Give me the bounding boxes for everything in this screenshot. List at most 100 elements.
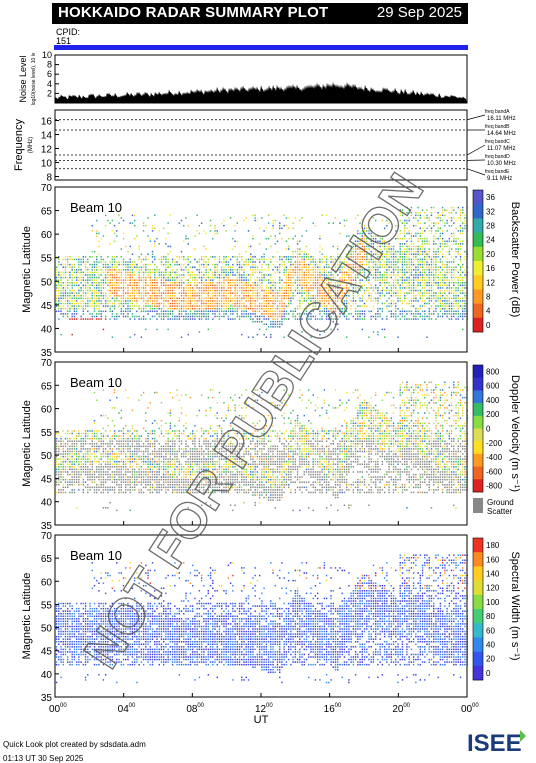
ut-x-tick-label: 16 <box>324 704 336 715</box>
colorbar-segment <box>473 317 483 333</box>
noise-y-tick-label: 8 <box>47 60 52 70</box>
colorbar-segment <box>473 275 483 290</box>
lat-y-tick-label: 65 <box>41 554 53 565</box>
ground-scatter-swatch <box>473 498 483 513</box>
colorbar-tick-label: 800 <box>486 367 500 376</box>
frequency-band-name: freq bandE <box>485 169 510 175</box>
ground-scatter-label-2: Scatter <box>487 507 513 516</box>
lat-y-tick-label: 55 <box>41 600 53 611</box>
ut-x-tick-sup: 00 <box>129 703 136 709</box>
noise-y-axis-sublabel: log10(noise level), 10 lv <box>31 52 37 105</box>
colorbar-tick-label: 60 <box>486 626 495 635</box>
colorbar-tick-label: 600 <box>486 382 500 391</box>
frequency-band-name: freq bandC <box>485 139 510 145</box>
cpid-block: CPID: 151 <box>56 28 80 46</box>
lat-y-tick-label: 70 <box>41 183 53 194</box>
colorbar-segment <box>473 289 483 304</box>
frequency-y-axis-label: Frequency <box>13 119 25 171</box>
frequency-band-value: 16.11 MHz <box>487 116 516 122</box>
heatmap-cells-width <box>55 554 468 684</box>
colorbar-tick-label: 0 <box>486 425 491 434</box>
ut-x-tick-sup: 00 <box>403 703 410 709</box>
footer-created: Quick Look plot created by sdsdata.adm <box>3 740 146 749</box>
ut-x-tick-label: 04 <box>118 704 130 715</box>
ut-x-tick-sup: 00 <box>60 703 67 709</box>
colorbar-axis-label: Doppler Velocity (m s⁻¹) <box>509 375 521 492</box>
cpid-value: 151 <box>56 36 72 46</box>
lat-y-tick-label: 40 <box>41 498 53 509</box>
colorbar-segment <box>473 415 483 429</box>
frequency-band-value: 14.64 MHz <box>487 131 516 137</box>
colorbar-tick-label: 20 <box>486 655 495 664</box>
ut-x-tick-sup: 00 <box>266 703 273 709</box>
colorbar-axis-label: Backscatter Power (dB) <box>509 202 521 318</box>
colorbar-segment <box>473 552 483 567</box>
colorbar-tick-label: 80 <box>486 612 495 621</box>
frequency-y-axis-unit: (MHz) <box>28 137 34 153</box>
colorbar-frame <box>472 537 484 681</box>
colorbar-tick-label: -200 <box>486 439 503 448</box>
lat-y-tick-label: 45 <box>41 474 53 485</box>
lat-y-tick-label: 60 <box>41 577 53 588</box>
lat-y-tick-label: 55 <box>41 428 53 439</box>
colorbar-tick-label: 12 <box>486 278 495 287</box>
lat-y-tick-label: 35 <box>41 521 53 532</box>
lat-y-tick-label: 70 <box>41 531 53 542</box>
noise-y-tick-label: 10 <box>42 50 52 60</box>
ut-x-tick-label: 00 <box>49 704 61 715</box>
colorbar-tick-label: 28 <box>486 222 495 231</box>
colorbar-segment <box>473 453 483 467</box>
colorbar-segment <box>473 466 483 480</box>
colorbar-segment <box>473 594 483 610</box>
colorbar-tick-label: -800 <box>486 482 503 491</box>
frequency-y-tick-label: 14 <box>41 131 53 142</box>
colorbar-segment <box>473 428 483 442</box>
heatmap-cells-power <box>55 206 468 338</box>
colorbar-tick-label: 140 <box>486 570 500 579</box>
colorbar-tick-label: 24 <box>486 236 495 245</box>
colorbar-segment <box>473 190 483 205</box>
isee-logo: ISEE <box>467 730 526 757</box>
lat-y-axis-label: Magnetic Latitude <box>21 400 33 487</box>
colorbar-segment <box>473 232 483 248</box>
colorbar-tick-label: -400 <box>486 453 503 462</box>
colorbar-segment <box>473 261 483 276</box>
colorbar-tick-label: 8 <box>486 293 491 302</box>
colorbar-segment <box>473 377 483 391</box>
frequency-y-tick-label: 8 <box>46 173 52 184</box>
lat-y-tick-label: 65 <box>41 381 53 392</box>
colorbar-segment <box>473 665 483 681</box>
lat-y-tick-label: 45 <box>41 647 53 658</box>
frequency-band-leader <box>466 144 486 156</box>
frequency-band-value: 11.07 MHz <box>487 146 516 152</box>
colorbar-tick-label: -600 <box>486 467 503 476</box>
lat-y-tick-label: 40 <box>41 670 53 681</box>
frequency-y-tick-label: 16 <box>41 117 53 128</box>
heatmap-cells-velocity <box>55 381 468 512</box>
frequency-band-leader <box>466 168 486 176</box>
colorbar-tick-label: 100 <box>486 598 500 607</box>
plot-title: HOKKAIDO RADAR SUMMARY PLOT <box>58 4 329 21</box>
colorbar-axis-label: Spectral Width (m s⁻¹) <box>509 551 521 660</box>
colorbar-segment <box>473 580 483 596</box>
lat-y-tick-label: 40 <box>41 324 53 335</box>
noise-level-area <box>55 81 467 103</box>
colorbar-tick-label: 4 <box>486 307 491 316</box>
colorbar-tick-label: 20 <box>486 250 495 259</box>
beam-label: Beam 10 <box>70 375 122 390</box>
colorbar-segment <box>473 218 483 233</box>
colorbar-segment <box>473 204 483 219</box>
footer-timestamp: 01:13 UT 30 Sep 2025 <box>3 754 84 763</box>
ut-x-tick-label: 20 <box>392 704 404 715</box>
lat-y-tick-label: 50 <box>41 277 53 288</box>
colorbar-velocity: -800 -600 -400 -200 0 200 400 600 800 Doppler Vel… <box>472 364 521 516</box>
cpid-bar <box>54 45 468 50</box>
colorbar-tick-label: 36 <box>486 193 495 202</box>
heatmap-panel-velocity: 35 40 45 50 55 60 65 70 Magnetic Latitude Beam 10… <box>21 358 521 532</box>
heatmap-panel-width: 35 40 45 50 55 60 65 70 Magnetic Latitude Beam 10… <box>21 531 521 704</box>
colorbar-segment <box>473 303 483 319</box>
lat-y-tick-label: 45 <box>41 301 53 312</box>
beam-label: Beam 10 <box>70 548 122 563</box>
